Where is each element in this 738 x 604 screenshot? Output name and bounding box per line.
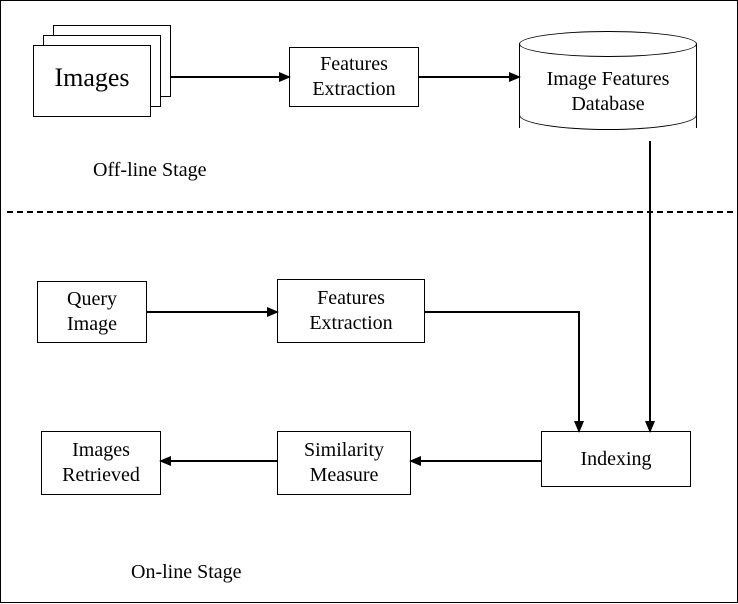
edge-feat2-to-indexing: [425, 312, 579, 431]
edges-layer: [1, 1, 738, 604]
diagram-canvas: Off-line StageOn-line StageImagesFeature…: [0, 0, 738, 603]
